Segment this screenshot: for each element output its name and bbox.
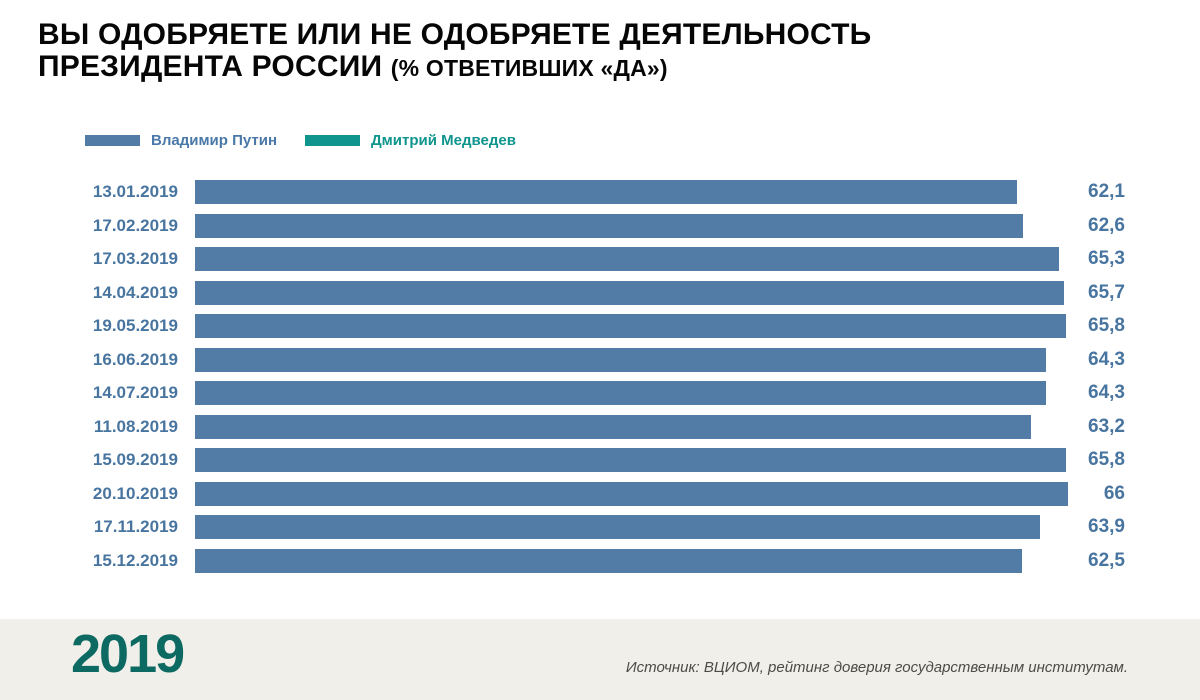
value-label: 65,8 [1088,315,1125,337]
value-label: 62,1 [1088,181,1125,202]
approval-bar-putin [195,180,1017,204]
date-label: 16.06.2019 [92,349,178,369]
approval-bar-putin [195,548,1022,573]
date-label: 15.09.2019 [92,450,178,470]
approval-bar-putin [195,213,1024,238]
value-label: 63,2 [1088,415,1125,437]
medvedev-color-swatch [305,135,360,146]
value-label: 63,9 [1088,516,1125,538]
value-label: 64,3 [1088,348,1125,370]
approval-bar-putin [195,448,1066,473]
value-label: 64,3 [1088,382,1125,404]
legend-label-medvedev: Дмитрий Медведев [371,132,516,149]
date-label: 17.02.2019 [92,215,178,235]
footer-band: 2019 Источник: ВЦИОМ, рейтинг доверия го… [0,619,1200,700]
approval-bar-putin [195,414,1032,439]
value-label: 65,3 [1088,248,1125,270]
date-label: 15.12.2019 [92,550,178,570]
chart-row: 14.04.2019 65,7 [0,280,1200,305]
putin-color-swatch [85,135,140,146]
chart-row: 20.10.2019 66 [0,481,1200,506]
chart-title: ВЫ ОДОБРЯЕТЕ ИЛИ НЕ ОДОБРЯЕТЕ ДЕЯТЕЛЬНОС… [38,19,871,84]
legend: Владимир Путин Дмитрий Медведев [0,132,1200,149]
chart-row: 17.03.2019 65,3 [0,247,1200,272]
chart-row: 13.01.2019 62,1 [0,180,1200,204]
date-label: 13.01.2019 [92,182,178,201]
chart-row: 17.02.2019 62,6 [0,213,1200,238]
date-label: 17.03.2019 [92,249,178,269]
legend-item-medvedev: Дмитрий Медведев [305,132,516,149]
date-label: 14.04.2019 [92,282,178,302]
chart-row: 15.12.2019 62,5 [0,548,1200,573]
chart-row: 15.09.2019 65,8 [0,448,1200,473]
approval-bar-putin [195,481,1069,506]
approval-bar-putin [195,247,1059,272]
chart-title-line1: ВЫ ОДОБРЯЕТЕ ИЛИ НЕ ОДОБРЯЕТЕ ДЕЯТЕЛЬНОС… [38,18,872,51]
value-label: 66 [1103,482,1125,504]
chart-row: 19.05.2019 65,8 [0,314,1200,339]
date-label: 17.11.2019 [93,517,178,537]
chart-row: 17.11.2019 63,9 [0,515,1200,540]
approval-bar-putin [195,347,1046,372]
approval-bar-putin [195,314,1066,339]
chart-row: 16.06.2019 64,3 [0,347,1200,372]
value-label: 65,8 [1088,449,1125,471]
date-label: 11.08.2019 [93,416,178,436]
date-label: 19.05.2019 [92,316,178,336]
date-label: 14.07.2019 [92,383,178,403]
date-label: 20.10.2019 [92,483,178,503]
bar-chart: 13.01.2019 62,1 17.02.2019 62,6 17.03.2019 65… [0,180,1200,580]
value-label: 62,5 [1088,549,1125,571]
approval-bar-putin [195,381,1046,406]
legend-label-putin: Владимир Путин [151,132,278,149]
chart-title-note: (% ОТВЕТИВШИХ «ДА») [390,55,668,81]
approval-bar-putin [195,280,1065,305]
legend-item-putin: Владимир Путин [85,132,277,149]
value-label: 62,6 [1088,214,1125,236]
chart-row: 14.07.2019 64,3 [0,381,1200,406]
chart-title-line2: ПРЕЗИДЕНТА РОССИИ [38,50,383,83]
footer-year: 2019 [71,624,185,684]
chart-row: 11.08.2019 63,2 [0,414,1200,439]
source-note: Источник: ВЦИОМ, рейтинг доверия государ… [625,659,1128,676]
approval-bar-putin [195,515,1041,540]
value-label: 65,7 [1088,281,1125,303]
